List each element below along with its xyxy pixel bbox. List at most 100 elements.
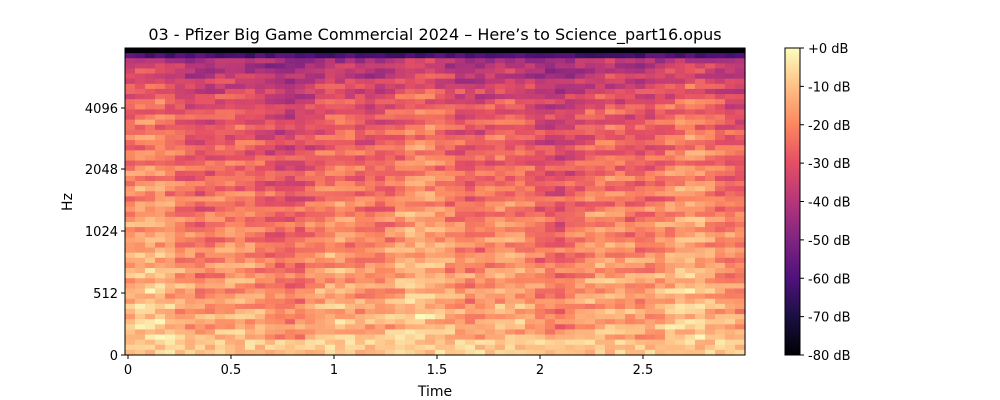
heatmap-cell [555,319,566,325]
heatmap-cell [585,273,596,279]
heatmap-cell [535,48,546,54]
heatmap-cell [205,63,216,70]
heatmap-cell [145,94,156,100]
heatmap-cell [155,155,166,162]
heatmap-cell [255,329,266,336]
heatmap-cell [355,186,366,192]
heatmap-cell [365,124,376,131]
heatmap-cell [285,216,296,223]
heatmap-cell [555,237,566,244]
heatmap-cell [265,63,276,70]
heatmap-cell [655,232,666,238]
heatmap-cell [255,104,266,110]
heatmap-cell [175,201,186,208]
heatmap-cell [125,268,136,274]
heatmap-cell [125,329,136,336]
heatmap-cell [655,201,666,208]
heatmap-cell [165,262,176,269]
heatmap-cell [715,339,726,346]
heatmap-cell [495,349,506,356]
heatmap-cell [125,344,136,351]
heatmap-cell [305,237,316,244]
heatmap-cell [145,268,156,274]
heatmap-cell [295,196,306,203]
heatmap-cell [205,150,216,157]
heatmap-cell [215,283,226,290]
heatmap-cell [655,88,666,95]
heatmap-cell [595,268,606,274]
heatmap-cell [525,201,536,208]
heatmap-cell [645,155,656,162]
heatmap-cell [175,232,186,238]
heatmap-cell [125,319,136,325]
heatmap-cell [415,165,426,172]
heatmap-cell [155,349,166,356]
heatmap-cell [485,150,496,157]
heatmap-cell [705,344,716,351]
heatmap-cell [375,191,386,197]
heatmap-cell [345,58,356,64]
heatmap-cell [685,104,696,110]
heatmap-cell [365,237,376,244]
heatmap-cell [505,227,516,233]
heatmap-cell [535,227,546,233]
heatmap-cell [175,324,186,331]
heatmap-cell [525,68,536,75]
heatmap-cell [195,63,206,70]
heatmap-cell [635,134,646,141]
heatmap-cell [525,278,536,284]
heatmap-cell [485,134,496,141]
heatmap-cell [425,58,436,64]
heatmap-cell [725,334,736,341]
heatmap-cell [715,181,726,187]
heatmap-cell [525,99,536,105]
heatmap-cell [215,257,226,264]
heatmap-cell [195,216,206,223]
heatmap-cell [635,88,646,95]
heatmap-cell [525,298,536,305]
heatmap-cell [185,73,196,80]
heatmap-cell [405,196,416,203]
heatmap-cell [315,191,326,197]
heatmap-cell [265,308,276,315]
heatmap-cell [575,181,586,187]
heatmap-cell [645,268,656,274]
heatmap-cell [685,196,696,203]
heatmap-cell [265,324,276,331]
heatmap-cell [675,63,686,70]
heatmap-cell [725,73,736,80]
heatmap-cell [365,298,376,305]
heatmap-cell [605,252,616,259]
heatmap-cell [155,293,166,300]
heatmap-cell [585,257,596,264]
heatmap-cell [235,186,246,192]
heatmap-cell [605,94,616,100]
heatmap-cell [265,119,276,126]
heatmap-cell [585,114,596,121]
heatmap-cell [565,298,576,305]
heatmap-cell [615,201,626,208]
heatmap-cell [415,216,426,223]
heatmap-cell [345,252,356,259]
heatmap-cell [425,140,436,146]
heatmap-cell [225,134,236,141]
heatmap-cell [325,129,336,136]
heatmap-cell [125,145,136,151]
heatmap-cell [175,129,186,136]
heatmap-cell [345,53,356,59]
heatmap-cell [615,175,626,182]
heatmap-cell [615,134,626,141]
heatmap-cell [465,339,476,346]
heatmap-cell [335,339,346,346]
heatmap-cell [625,78,636,85]
heatmap-cell [685,344,696,351]
heatmap-cell [415,145,426,151]
heatmap-cell [615,268,626,274]
heatmap-cell [325,262,336,269]
heatmap-cell [235,191,246,197]
heatmap-cell [425,124,436,131]
heatmap-cell [295,114,306,121]
heatmap-cell [245,83,256,90]
heatmap-cell [315,278,326,284]
heatmap-cell [345,334,356,341]
